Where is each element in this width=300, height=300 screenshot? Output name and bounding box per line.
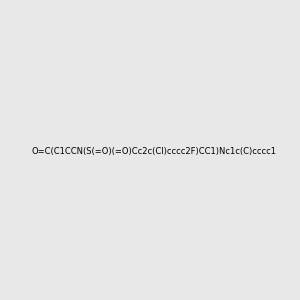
Text: O=C(C1CCN(S(=O)(=O)Cc2c(Cl)cccc2F)CC1)Nc1c(C)cccc1: O=C(C1CCN(S(=O)(=O)Cc2c(Cl)cccc2F)CC1)Nc… bbox=[31, 147, 276, 156]
